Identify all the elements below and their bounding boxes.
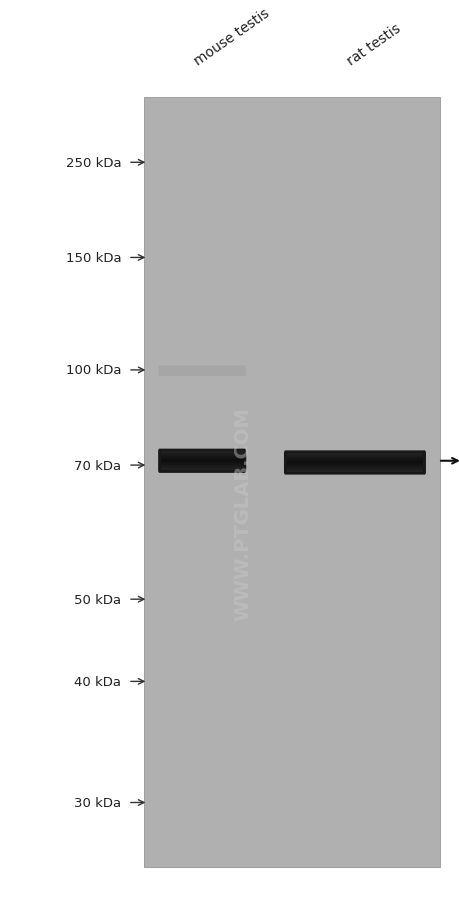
Text: WWW.PTGLAB.COM: WWW.PTGLAB.COM (233, 406, 252, 620)
FancyBboxPatch shape (283, 451, 425, 475)
Text: 100 kDa: 100 kDa (66, 364, 121, 377)
Text: 50 kDa: 50 kDa (74, 593, 121, 606)
Text: 150 kDa: 150 kDa (66, 252, 121, 264)
Text: 250 kDa: 250 kDa (66, 157, 121, 170)
Text: mouse testis: mouse testis (191, 6, 272, 68)
FancyBboxPatch shape (158, 449, 246, 474)
Text: 70 kDa: 70 kDa (74, 459, 121, 472)
Text: rat testis: rat testis (344, 21, 403, 68)
Text: 40 kDa: 40 kDa (74, 675, 121, 688)
FancyBboxPatch shape (158, 366, 245, 376)
Bar (144, 98, 439, 868)
Text: 30 kDa: 30 kDa (74, 796, 121, 809)
